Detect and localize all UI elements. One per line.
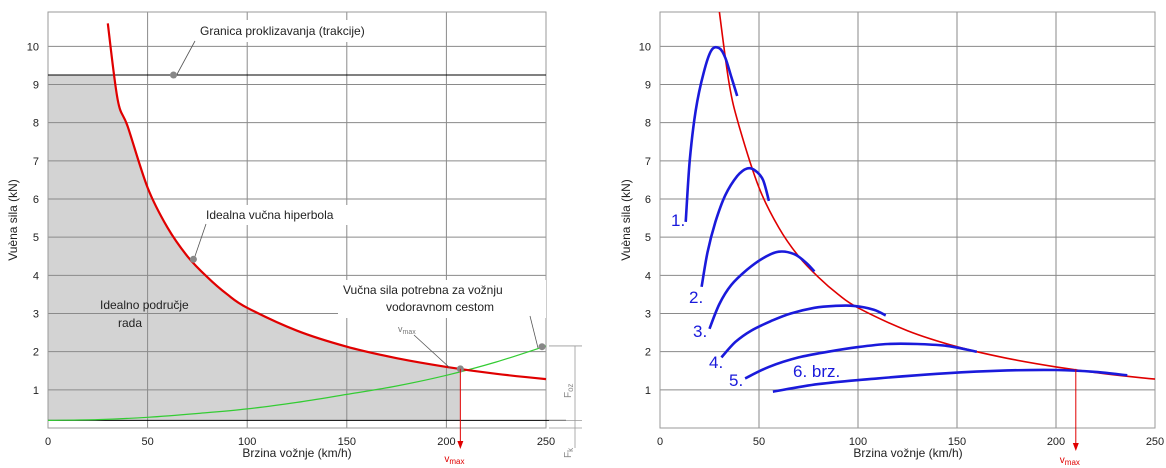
hyperbola-label-box (196, 205, 354, 225)
right-x-tick-label: 250 (1146, 436, 1164, 448)
right-x-tick-label: 50 (753, 436, 765, 448)
left-x-tick-label: 100 (238, 436, 256, 448)
road-label-line1: Vučna sila potrebna za vožnju (343, 283, 503, 297)
right-tick-labels: 0 50 100 150 200 250 1 2 3 4 5 6 7 8 9 10 (639, 41, 1164, 448)
left-y-tick-label: 4 (33, 270, 39, 282)
gear-curve-1 (684, 45, 739, 222)
right-y-tick-label: 4 (645, 270, 651, 282)
gear-curve-6 (772, 368, 1128, 393)
right-x-tick-label: 100 (849, 436, 867, 448)
right-y-tick-label: 8 (645, 118, 651, 130)
hyperbola-point (189, 255, 197, 263)
right-y-tick-label: 7 (645, 156, 651, 168)
traction-label: Granica proklizavanja (trakcije) (200, 24, 365, 38)
right-y-tick-label: 9 (645, 80, 651, 92)
right-y-tick-label: 10 (639, 41, 651, 53)
vmax-leader-line (413, 334, 451, 369)
left-grid (48, 12, 546, 428)
gear-curve-2 (700, 166, 771, 288)
left-x-tick-label: 50 (141, 436, 153, 448)
area-label-line2: rada (118, 316, 142, 330)
vmax-axis-label-right: vmax (1060, 455, 1080, 467)
ideal-hyperbola-curve-right (718, 11, 1156, 380)
right-y-tick-label: 5 (645, 232, 651, 244)
right-x-tick-label: 150 (948, 436, 966, 448)
gear-label-5: 5. (729, 371, 743, 390)
vmax-arrow (457, 441, 464, 449)
left-x-tick-label: 150 (338, 436, 356, 448)
gear-curve-4 (720, 304, 887, 359)
ideal-operating-area (48, 74, 461, 421)
left-y-tick-label: 5 (33, 232, 39, 244)
right-x-axis-label: Brzina vožnje (km/h) (853, 446, 962, 460)
road-label-line2: vodoravnom cestom (386, 300, 494, 314)
road-point (538, 343, 546, 351)
left-x-axis-label: Brzina vožnje (km/h) (242, 446, 351, 460)
right-chart: 1. 2. 3.4. 5. 6. brz. 0 50 100 150 200 250 1 2 3 4 5 6 7… (619, 11, 1164, 467)
left-chart: 0 50 100 150 200 250 1 2 3 4 5 6 7 8 9 10 Granica prokl… (6, 11, 582, 466)
road-leader-line (529, 315, 539, 349)
vmax-axis-label: vmax (444, 454, 464, 466)
left-y-tick-label: 6 (33, 194, 39, 206)
gear-curve-3 (708, 250, 816, 330)
area-label-line1: Idealno područje (100, 298, 189, 312)
left-y-tick-label: 8 (33, 118, 39, 130)
right-x-tick-label: 0 (657, 436, 663, 448)
vmax-small-label: vmax (398, 324, 416, 336)
right-grid (660, 12, 1155, 428)
fk-label: Fk (563, 447, 575, 458)
right-y-tick-label: 1 (645, 385, 651, 397)
gear-label-6: 6. brz. (793, 362, 840, 381)
right-x-tick-label: 200 (1047, 436, 1065, 448)
foz-label: Foz (563, 383, 575, 398)
left-y-tick-label: 3 (33, 309, 39, 321)
hyperbola-label: Idealna vučna hiperbola (206, 208, 334, 222)
traction-point (169, 71, 177, 79)
left-y-tick-label: 2 (33, 347, 39, 359)
left-plot-frame (47, 11, 547, 429)
ideal-hyperbola-curve (106, 23, 547, 381)
gear-label-4: 4. (709, 353, 723, 372)
traction-leader-line (174, 40, 196, 79)
left-x-tick-label: 250 (537, 436, 555, 448)
right-y-tick-label: 3 (645, 309, 651, 321)
gear-label-2: 2. (689, 288, 703, 307)
left-y-tick-label: 9 (33, 80, 39, 92)
right-y-axis-label: Vuèna sila (kN) (619, 179, 633, 261)
vmax-arrow-right (1072, 443, 1079, 451)
left-x-tick-label: 0 (45, 436, 51, 448)
right-plot-frame (659, 11, 1156, 429)
force-dimension-markers (549, 345, 582, 448)
left-tick-labels: 0 50 100 150 200 250 1 2 3 4 5 6 7 8 9 10 (27, 41, 555, 448)
gear-curve-5 (744, 342, 978, 380)
left-y-tick-label: 1 (33, 385, 39, 397)
road-label-box (338, 280, 546, 318)
hyperbola-leader-line (192, 223, 207, 263)
left-y-axis-label: Vuèna sila (kN) (6, 179, 20, 261)
left-y-tick-label: 7 (33, 156, 39, 168)
traction-label-box (190, 20, 390, 42)
gear-label-1: 1. (671, 211, 685, 230)
right-y-tick-label: 2 (645, 347, 651, 359)
left-y-tick-label: 10 (27, 41, 39, 53)
right-y-tick-label: 6 (645, 194, 651, 206)
gear-label-3: 3. (693, 322, 707, 341)
left-x-tick-label: 200 (437, 436, 455, 448)
gear-curves: 1. 2. 3.4. 5. 6. brz. (671, 45, 1128, 393)
